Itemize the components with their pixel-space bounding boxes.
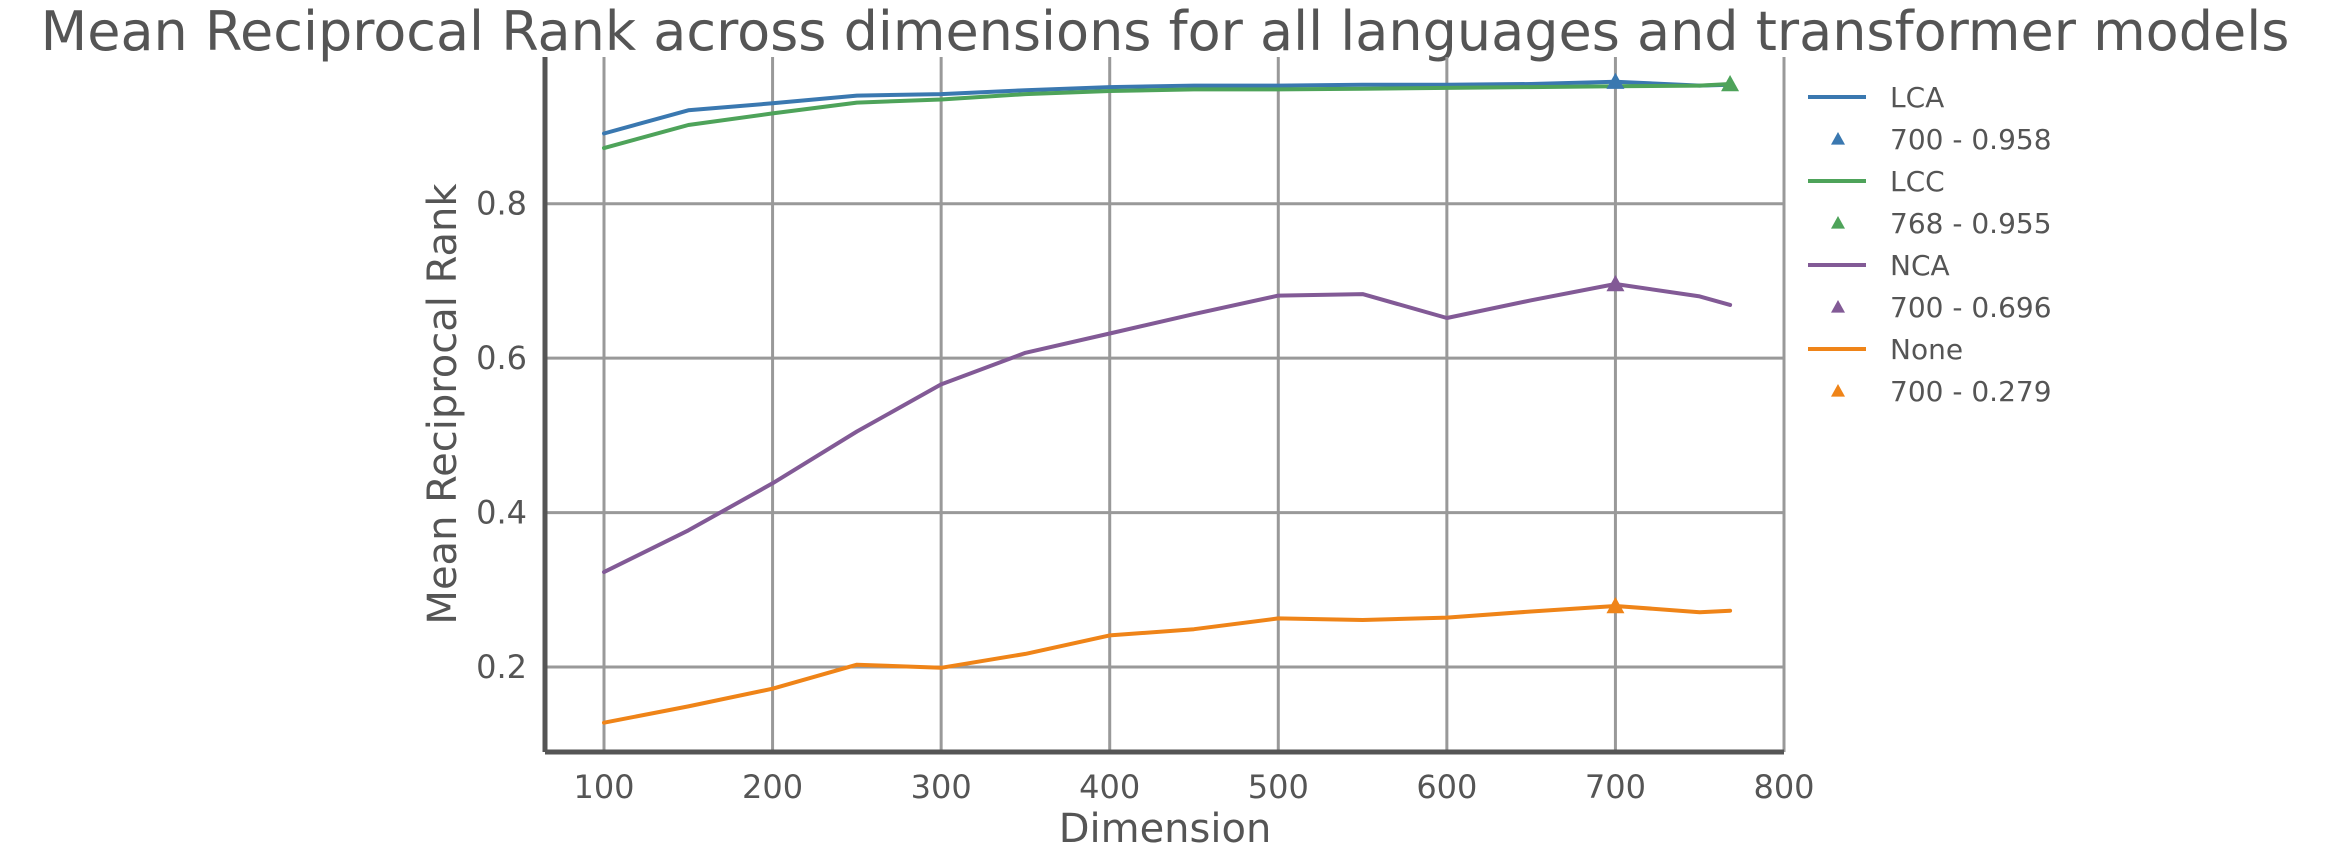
legend-marker-lcc	[1831, 216, 1845, 229]
series-line-lca	[602, 79, 1733, 136]
y-tick-label: 0.6	[476, 339, 527, 377]
marker-layer	[1606, 72, 1740, 614]
x-tick-label: 400	[1079, 768, 1140, 806]
max-marker-lca	[1606, 72, 1625, 89]
x-axis-label: Dimension	[1059, 806, 1272, 852]
legend-marker-label-nca: 700 - 0.696	[1890, 291, 2052, 324]
legend-marker-label-lcc: 768 - 0.955	[1890, 207, 2052, 240]
max-marker-lcc	[1721, 75, 1740, 92]
legend-marker-nca	[1831, 300, 1845, 313]
x-tick-labels: 100 200 300 400 500 600 700 800	[573, 768, 1814, 806]
x-tick-label: 500	[1248, 768, 1309, 806]
legend-marker-label-lca: 700 - 0.958	[1890, 123, 2052, 156]
legend-label-nca: NCA	[1890, 249, 1950, 282]
y-tick-labels: 0.2 0.4 0.6 0.8	[476, 185, 527, 686]
x-tick-label: 100	[573, 768, 634, 806]
legend-label-lca: LCA	[1890, 81, 1944, 114]
series-line-nca	[602, 282, 1733, 575]
y-tick-label: 0.8	[476, 185, 527, 223]
y-axis-label: Mean Reciprocal Rank	[420, 183, 466, 625]
y-tick-label: 0.4	[476, 494, 527, 532]
series-line-lcc	[602, 82, 1733, 151]
legend-marker-lca	[1831, 132, 1845, 145]
x-tick-label: 300	[911, 768, 972, 806]
grid	[545, 57, 1786, 752]
x-tick-label: 600	[1416, 768, 1477, 806]
x-tick-label: 800	[1753, 768, 1814, 806]
legend-marker-none	[1831, 384, 1845, 397]
chart-title: Mean Reciprocal Rank across dimensions f…	[41, 0, 2290, 63]
x-tick-label: 700	[1585, 768, 1646, 806]
legend-label-lcc: LCC	[1890, 165, 1945, 198]
y-tick-label: 0.2	[476, 648, 527, 686]
legend: LCA 700 - 0.958 LCC 768 - 0.955 NCA 700 - 0.6…	[1808, 81, 2052, 408]
legend-label-none: None	[1890, 333, 1963, 366]
series-layer	[602, 79, 1733, 725]
series-line-none	[602, 604, 1733, 725]
max-marker-nca	[1606, 275, 1625, 292]
legend-marker-label-none: 700 - 0.279	[1890, 375, 2052, 408]
x-tick-label: 200	[742, 768, 803, 806]
max-marker-none	[1606, 597, 1625, 614]
